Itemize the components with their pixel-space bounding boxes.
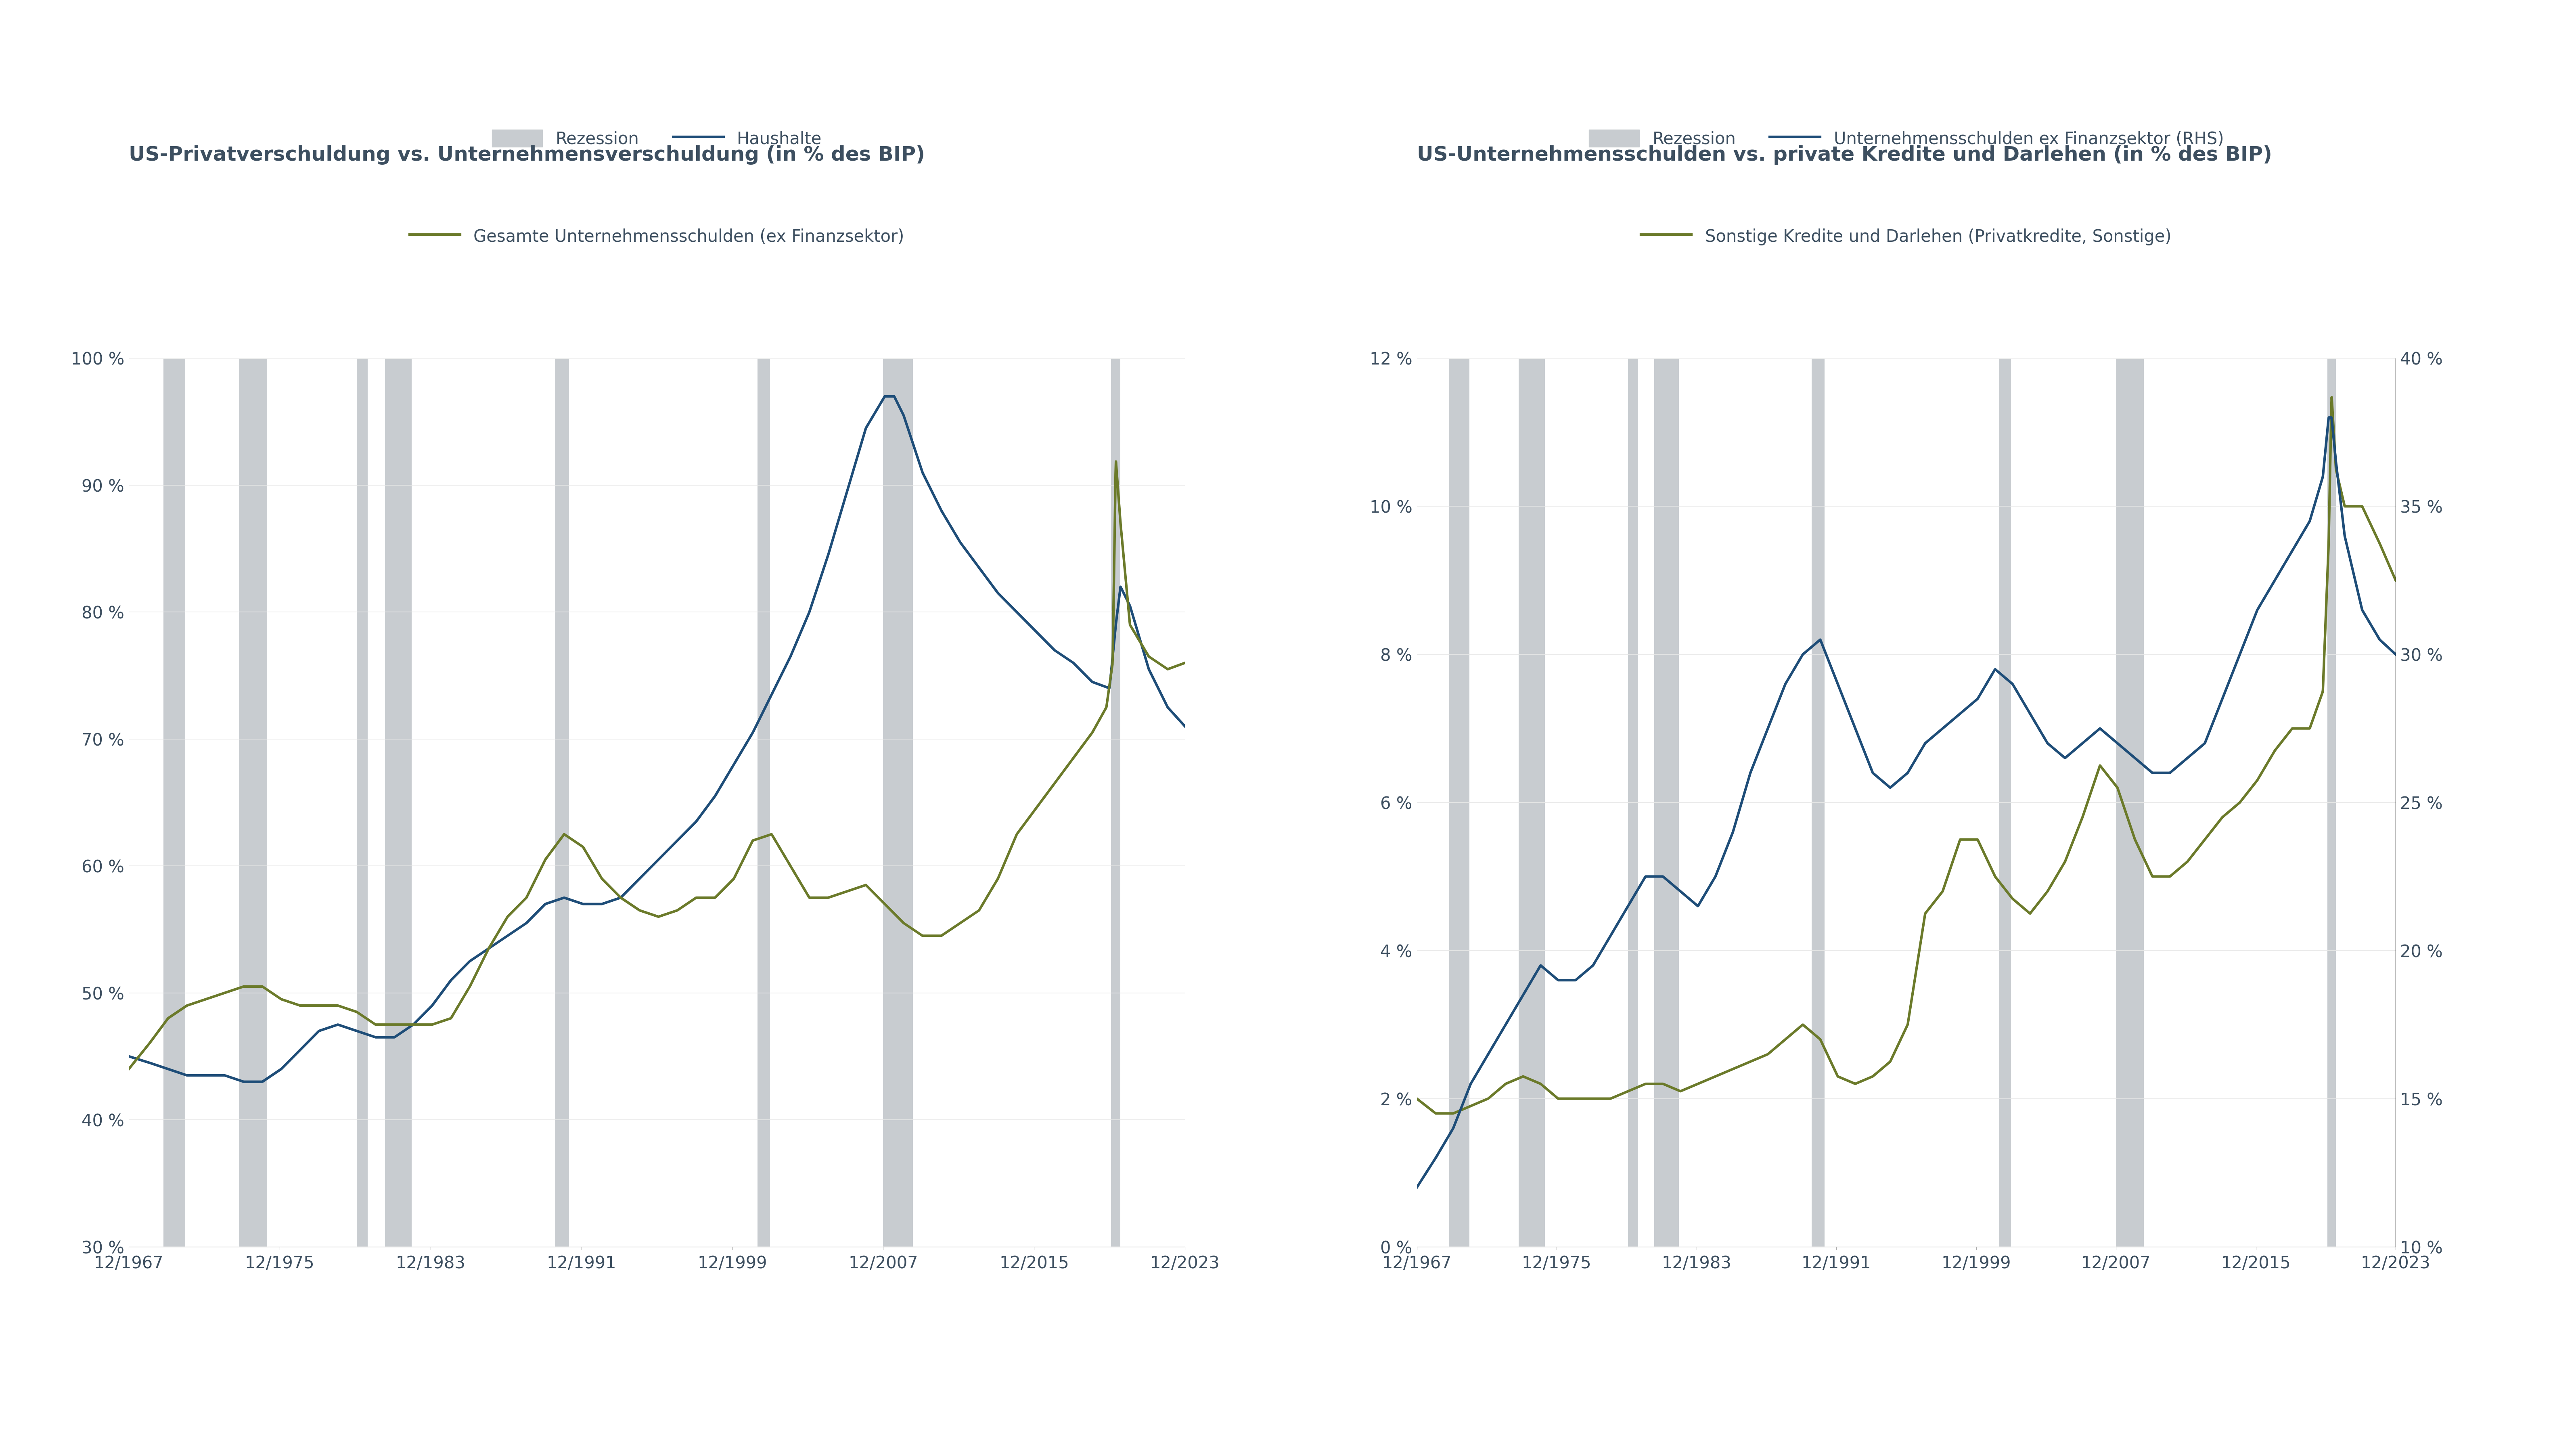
Text: US-Unternehmensschulden vs. private Kredite und Darlehen (in % des BIP): US-Unternehmensschulden vs. private Kred… — [1417, 145, 2272, 165]
Text: US-Privatverschuldung vs. Unternehmensverschuldung (in % des BIP): US-Privatverschuldung vs. Unternehmensve… — [129, 145, 925, 165]
Bar — [757, 358, 770, 1247]
Bar — [1520, 358, 1546, 1247]
Legend: Sonstige Kredite und Darlehen (Privatkredite, Sonstige): Sonstige Kredite und Darlehen (Privatkre… — [1633, 221, 2179, 252]
Bar — [1811, 358, 1824, 1247]
Bar — [1448, 358, 1468, 1247]
Bar — [240, 358, 268, 1247]
Legend: Gesamte Unternehmensschulden (ex Finanzsektor): Gesamte Unternehmensschulden (ex Finanzs… — [402, 221, 912, 252]
Bar — [884, 358, 912, 1247]
Bar — [384, 358, 412, 1247]
Bar — [2115, 358, 2143, 1247]
Bar — [1110, 358, 1121, 1247]
Bar — [1628, 358, 1638, 1247]
Bar — [1999, 358, 2012, 1247]
Bar — [2326, 358, 2336, 1247]
Bar — [554, 358, 569, 1247]
Bar — [162, 358, 185, 1247]
Bar — [1654, 358, 1680, 1247]
Bar — [355, 358, 368, 1247]
